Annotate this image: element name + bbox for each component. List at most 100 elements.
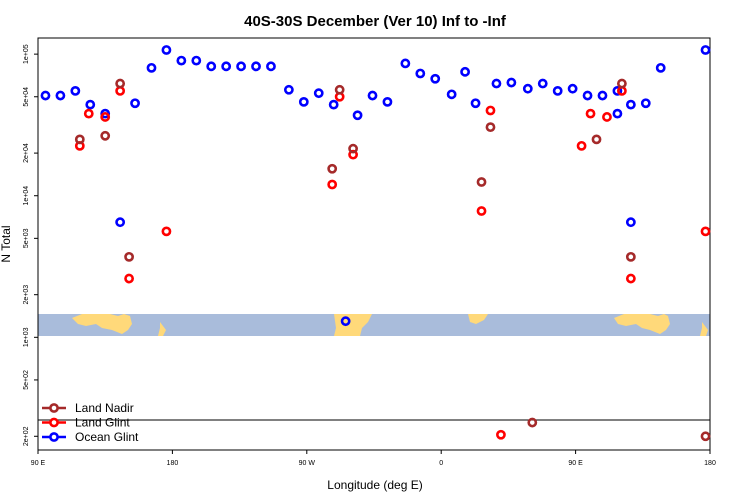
point-ocean-glint: [460, 66, 470, 77]
point-ocean-glint: [506, 77, 517, 88]
point-land-glint: [496, 429, 506, 440]
point-ocean-glint: [470, 98, 481, 109]
point-land-nadir: [124, 251, 134, 262]
map-land-nz-1: [158, 322, 166, 336]
point-land-nadir: [616, 78, 627, 89]
map-land-nz-2: [700, 322, 708, 336]
point-ocean-glint: [221, 61, 232, 72]
x-tick-label: 90 W: [299, 460, 316, 467]
point-ocean-glint: [328, 99, 339, 110]
point-land-nadir: [115, 78, 126, 89]
y-axis-label: N Total: [0, 225, 13, 262]
point-land-glint: [100, 112, 111, 122]
point-land-nadir: [591, 134, 602, 145]
point-land-glint: [476, 206, 487, 216]
y-tick-label: 1e+03: [23, 327, 30, 347]
point-land-glint: [124, 273, 134, 284]
legend-label-land-glint: Land Glint: [75, 416, 130, 430]
legend-marker-land-glint: [49, 417, 59, 428]
x-tick-label: 180: [704, 460, 716, 467]
point-ocean-glint: [700, 45, 711, 55]
plot-frame-upper: [37, 37, 711, 421]
point-ocean-glint: [367, 90, 378, 101]
point-ocean-glint: [597, 90, 608, 101]
point-land-glint: [585, 108, 596, 119]
point-ocean-glint: [640, 98, 651, 109]
chart-title: 40S-30S December (Ver 10) Inf to -Inf: [244, 13, 507, 30]
point-ocean-glint: [491, 78, 502, 89]
x-tick-label: 0: [439, 460, 443, 467]
x-axis-label: Longitude (deg E): [327, 478, 422, 492]
point-ocean-glint: [236, 61, 246, 72]
y-tick-label: 1e+04: [23, 186, 30, 206]
point-ocean-glint: [40, 90, 51, 101]
point-ocean-glint: [130, 98, 140, 109]
point-land-nadir: [100, 130, 111, 141]
y-tick-label: 1e+05: [23, 44, 30, 64]
point-land-nadir: [700, 431, 711, 442]
legend-label-ocean-glint: Ocean Glint: [75, 430, 139, 444]
point-land-glint: [83, 108, 94, 119]
map-land-africa: [468, 314, 488, 324]
point-land-nadir: [625, 251, 636, 262]
map-land-australia-2: [614, 314, 670, 334]
point-ocean-glint: [100, 108, 111, 119]
point-land-nadir: [334, 84, 345, 95]
point-ocean-glint: [115, 217, 126, 228]
point-ocean-glint: [382, 96, 393, 107]
x-axis: 90 E 180 90 W 0 90 E 180: [31, 450, 716, 467]
point-land-nadir: [348, 143, 358, 154]
x-tick-label: 180: [167, 460, 179, 467]
point-ocean-glint: [313, 88, 324, 99]
point-ocean-glint: [298, 96, 309, 107]
point-land-nadir: [327, 163, 338, 174]
legend-marker-land-nadir: [49, 403, 59, 413]
y-tick-label: 2e+04: [23, 143, 30, 163]
point-land-glint: [576, 140, 587, 151]
point-ocean-glint: [446, 89, 457, 100]
point-ocean-glint: [612, 108, 623, 119]
point-ocean-glint: [612, 85, 623, 96]
x-tick-label: 90 E: [31, 460, 46, 467]
point-ocean-glint: [352, 110, 363, 121]
point-ocean-glint: [537, 78, 548, 89]
point-ocean-glint: [266, 61, 276, 72]
map-ocean: [38, 314, 710, 336]
map-land-australia-1: [72, 314, 132, 334]
point-ocean-glint: [567, 83, 578, 94]
point-ocean-glint: [176, 55, 187, 66]
point-land-nadir: [476, 177, 487, 187]
y-tick-label: 2e+03: [23, 285, 30, 305]
point-ocean-glint: [206, 61, 217, 72]
point-ocean-glint: [522, 83, 533, 94]
point-land-nadir: [74, 134, 85, 145]
point-ocean-glint: [283, 84, 294, 95]
y-tick-label: 5e+04: [23, 87, 30, 107]
point-ocean-glint: [251, 61, 261, 72]
point-ocean-glint: [655, 62, 666, 73]
point-ocean-glint: [146, 62, 157, 73]
y-axis: 2e+02 5e+02 1e+03 2e+03 5e+03 1e+04 2e+04 5e+04…: [23, 44, 38, 446]
y-tick-label: 5e+03: [23, 228, 30, 248]
point-ocean-glint: [582, 90, 593, 101]
y-tick-label: 2e+02: [23, 426, 30, 446]
data-points: [40, 45, 711, 442]
x-tick-label: 90 E: [568, 460, 583, 467]
point-ocean-glint: [552, 85, 563, 96]
point-ocean-glint: [415, 68, 426, 79]
point-land-nadir: [527, 417, 538, 428]
point-ocean-glint: [625, 217, 636, 228]
world-map-strip: [38, 314, 710, 336]
point-land-glint: [485, 105, 496, 116]
legend-marker-ocean-glint: [49, 432, 59, 442]
point-land-nadir: [485, 122, 496, 133]
point-land-glint: [700, 226, 711, 237]
point-ocean-glint: [161, 45, 172, 55]
point-ocean-glint: [70, 85, 81, 96]
point-ocean-glint: [400, 58, 411, 69]
point-ocean-glint: [430, 73, 441, 84]
point-ocean-glint: [191, 55, 202, 66]
point-ocean-glint: [625, 99, 636, 110]
